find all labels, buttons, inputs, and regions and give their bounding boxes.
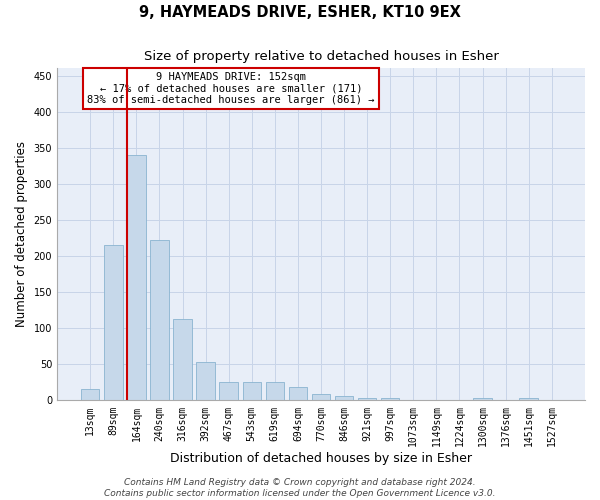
Text: Contains HM Land Registry data © Crown copyright and database right 2024.
Contai: Contains HM Land Registry data © Crown c… xyxy=(104,478,496,498)
Bar xyxy=(381,398,400,400)
Bar xyxy=(81,389,100,400)
Bar xyxy=(127,155,146,400)
Bar xyxy=(358,398,376,400)
Bar xyxy=(196,362,215,401)
Y-axis label: Number of detached properties: Number of detached properties xyxy=(15,142,28,328)
Bar xyxy=(173,319,192,400)
Bar xyxy=(520,398,538,400)
Text: 9 HAYMEADS DRIVE: 152sqm
← 17% of detached houses are smaller (171)
83% of semi-: 9 HAYMEADS DRIVE: 152sqm ← 17% of detach… xyxy=(87,72,375,105)
Bar xyxy=(289,388,307,400)
Bar xyxy=(335,396,353,400)
Bar xyxy=(150,240,169,400)
Bar xyxy=(220,382,238,400)
Bar xyxy=(104,245,122,400)
Bar xyxy=(312,394,330,400)
Bar xyxy=(266,382,284,400)
Text: 9, HAYMEADS DRIVE, ESHER, KT10 9EX: 9, HAYMEADS DRIVE, ESHER, KT10 9EX xyxy=(139,5,461,20)
Bar xyxy=(473,398,492,400)
Bar xyxy=(242,382,261,400)
Title: Size of property relative to detached houses in Esher: Size of property relative to detached ho… xyxy=(143,50,499,63)
X-axis label: Distribution of detached houses by size in Esher: Distribution of detached houses by size … xyxy=(170,452,472,465)
